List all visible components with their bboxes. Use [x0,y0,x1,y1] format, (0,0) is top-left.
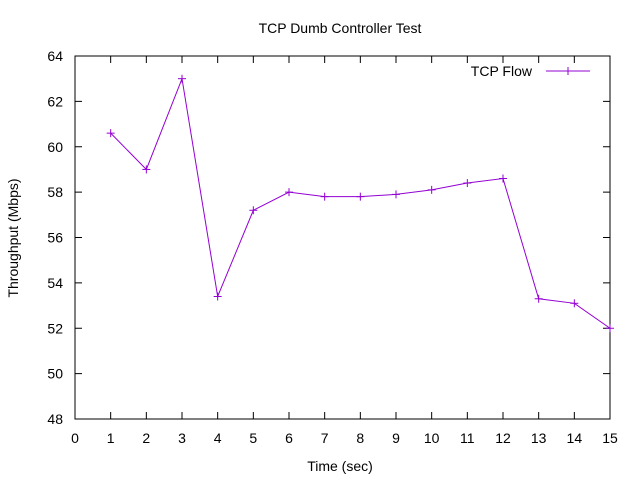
y-tick-label: 58 [47,184,63,200]
x-tick-label: 15 [602,430,618,446]
data-point-marker [249,206,258,215]
data-point-marker [427,185,436,194]
data-point-marker [534,294,543,303]
y-tick-label: 52 [47,320,63,336]
data-point-marker [463,179,472,188]
data-point-marker [213,292,222,301]
y-axis-label: Throughput (Mbps) [5,178,21,297]
x-tick-label: 8 [356,430,364,446]
data-point-marker [356,192,365,201]
legend-marker [564,67,572,75]
data-point-marker [392,190,400,199]
x-axis: 0 1 2 3 4 5 6 7 8 9 10 11 12 13 14 15 [71,56,618,446]
x-tick-label: 11 [460,430,475,446]
data-point-marker [320,192,329,201]
data-point-marker [499,174,507,183]
plot-frame [74,55,611,420]
y-axis: 48 50 52 54 56 58 60 62 64 [47,48,610,427]
data-point-marker [178,74,186,83]
y-tick-label: 60 [47,139,63,155]
data-point-marker [570,299,579,308]
y-tick-label: 64 [47,48,63,64]
data-point-marker [142,165,151,174]
series-group [106,74,614,333]
y-tick-label: 54 [47,275,63,291]
y-tick-label: 62 [47,93,63,109]
x-tick-label: 0 [71,430,79,446]
chart-title: TCP Dumb Controller Test [259,20,422,36]
x-tick-label: 9 [392,430,400,446]
series-line [110,76,611,329]
data-point-marker [285,188,293,197]
data-point-marker [606,324,614,333]
x-tick-label: 3 [178,430,186,446]
x-tick-label: 2 [142,430,150,446]
x-tick-label: 5 [249,430,257,446]
x-tick-label: 7 [321,430,329,446]
x-tick-label: 14 [567,430,583,446]
legend-label: TCP Flow [471,63,533,79]
data-point-marker [106,129,115,138]
x-tick-label: 1 [107,430,115,446]
y-tick-label: 48 [47,411,63,427]
x-tick-label: 13 [531,430,547,446]
x-axis-label: Time (sec) [307,458,373,474]
y-tick-label: 50 [47,366,63,382]
x-tick-label: 6 [285,430,293,446]
y-tick-label: 56 [47,230,63,246]
legend: TCP Flow [471,63,590,79]
x-tick-label: 4 [214,430,222,446]
x-tick-label: 10 [424,430,440,446]
x-tick-label: 12 [495,430,511,446]
